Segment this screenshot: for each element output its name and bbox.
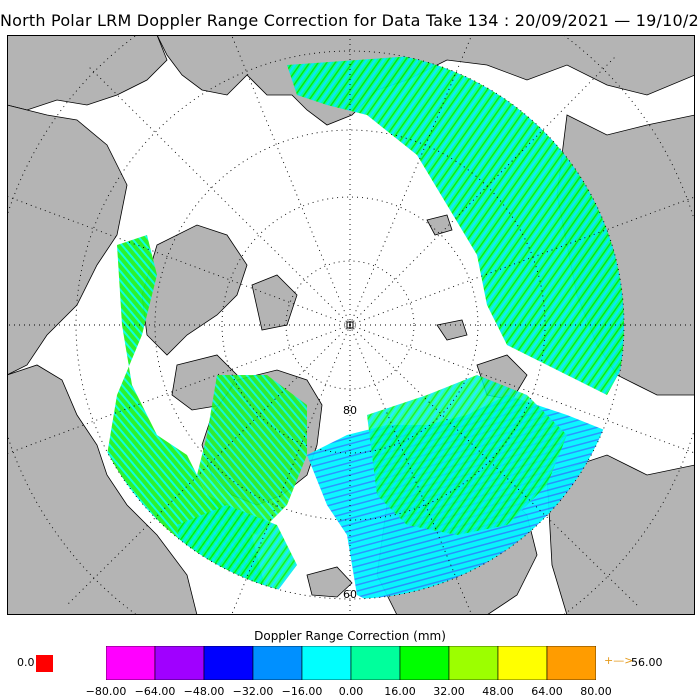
latitude-label-80: 80 <box>343 404 357 417</box>
latitude-label-60: 60 <box>343 588 357 601</box>
map-border <box>7 35 695 615</box>
colorbar <box>106 646 596 680</box>
colorbar-segment <box>203 646 254 680</box>
colorbar-segment <box>301 646 352 680</box>
land-value-label: 0.0 <box>17 656 35 669</box>
over-range-value: 56.00 <box>631 656 663 669</box>
colorbar-tick-label: −64.00 <box>134 685 176 698</box>
colorbar-segment <box>154 646 205 680</box>
polar-map: 80 60 <box>7 35 695 615</box>
colorbar-segment <box>350 646 401 680</box>
colorbar-tick-label: 64.00 <box>531 685 563 698</box>
colorbar-tick-label: −80.00 <box>85 685 127 698</box>
over-range-arrow: +—> <box>604 654 634 667</box>
colorbar-tick-label: −32.00 <box>232 685 274 698</box>
colorbar-tick-label: 32.00 <box>433 685 465 698</box>
colorbar-segment <box>497 646 548 680</box>
graticule <box>7 35 695 615</box>
colorbar-tick-label: −16.00 <box>281 685 323 698</box>
map-title: North Polar LRM Doppler Range Correction… <box>0 11 700 30</box>
colorbar-tick-label: −48.00 <box>183 685 225 698</box>
colorbar-title: Doppler Range Correction (mm) <box>254 629 446 643</box>
colorbar-tick-label: 80.00 <box>580 685 612 698</box>
north-pole-marker <box>346 321 354 329</box>
colorbar-tick-label: 0.00 <box>338 685 364 698</box>
land-color-swatch <box>36 655 53 672</box>
colorbar-segment <box>546 646 596 680</box>
colorbar-segment <box>399 646 450 680</box>
colorbar-segment <box>448 646 499 680</box>
colorbar-tick-label: 16.00 <box>384 685 416 698</box>
colorbar-segment <box>106 646 156 680</box>
colorbar-segment <box>252 646 303 680</box>
colorbar-tick-label: 48.00 <box>482 685 514 698</box>
